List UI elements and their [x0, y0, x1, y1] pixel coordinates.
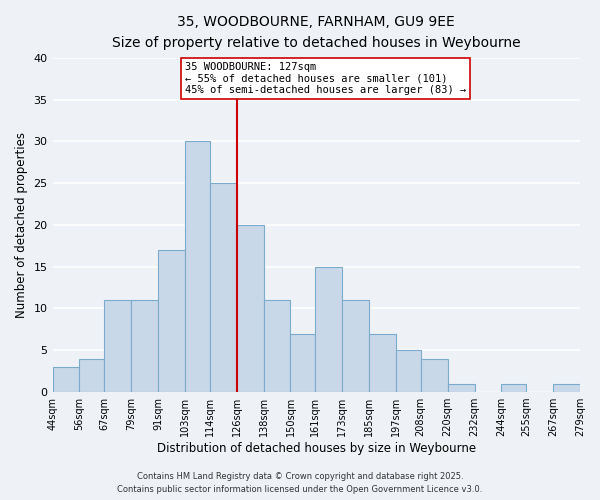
Bar — [315, 266, 342, 392]
Bar — [53, 367, 79, 392]
Title: 35, WOODBOURNE, FARNHAM, GU9 9EE
Size of property relative to detached houses in: 35, WOODBOURNE, FARNHAM, GU9 9EE Size of… — [112, 15, 521, 50]
Bar — [158, 250, 185, 392]
Text: 35 WOODBOURNE: 127sqm
← 55% of detached houses are smaller (101)
45% of semi-det: 35 WOODBOURNE: 127sqm ← 55% of detached … — [185, 62, 466, 95]
Bar — [369, 334, 396, 392]
Bar — [342, 300, 369, 392]
Text: Contains HM Land Registry data © Crown copyright and database right 2025.
Contai: Contains HM Land Registry data © Crown c… — [118, 472, 482, 494]
Bar — [448, 384, 475, 392]
Bar — [502, 384, 526, 392]
Y-axis label: Number of detached properties: Number of detached properties — [15, 132, 28, 318]
Bar — [104, 300, 131, 392]
Bar — [263, 300, 290, 392]
Bar — [185, 142, 209, 392]
Bar — [209, 183, 236, 392]
Bar — [421, 358, 448, 392]
Bar — [396, 350, 421, 392]
Bar — [131, 300, 158, 392]
Bar — [236, 225, 263, 392]
X-axis label: Distribution of detached houses by size in Weybourne: Distribution of detached houses by size … — [157, 442, 476, 455]
Bar — [290, 334, 315, 392]
Bar — [79, 358, 104, 392]
Bar — [553, 384, 580, 392]
